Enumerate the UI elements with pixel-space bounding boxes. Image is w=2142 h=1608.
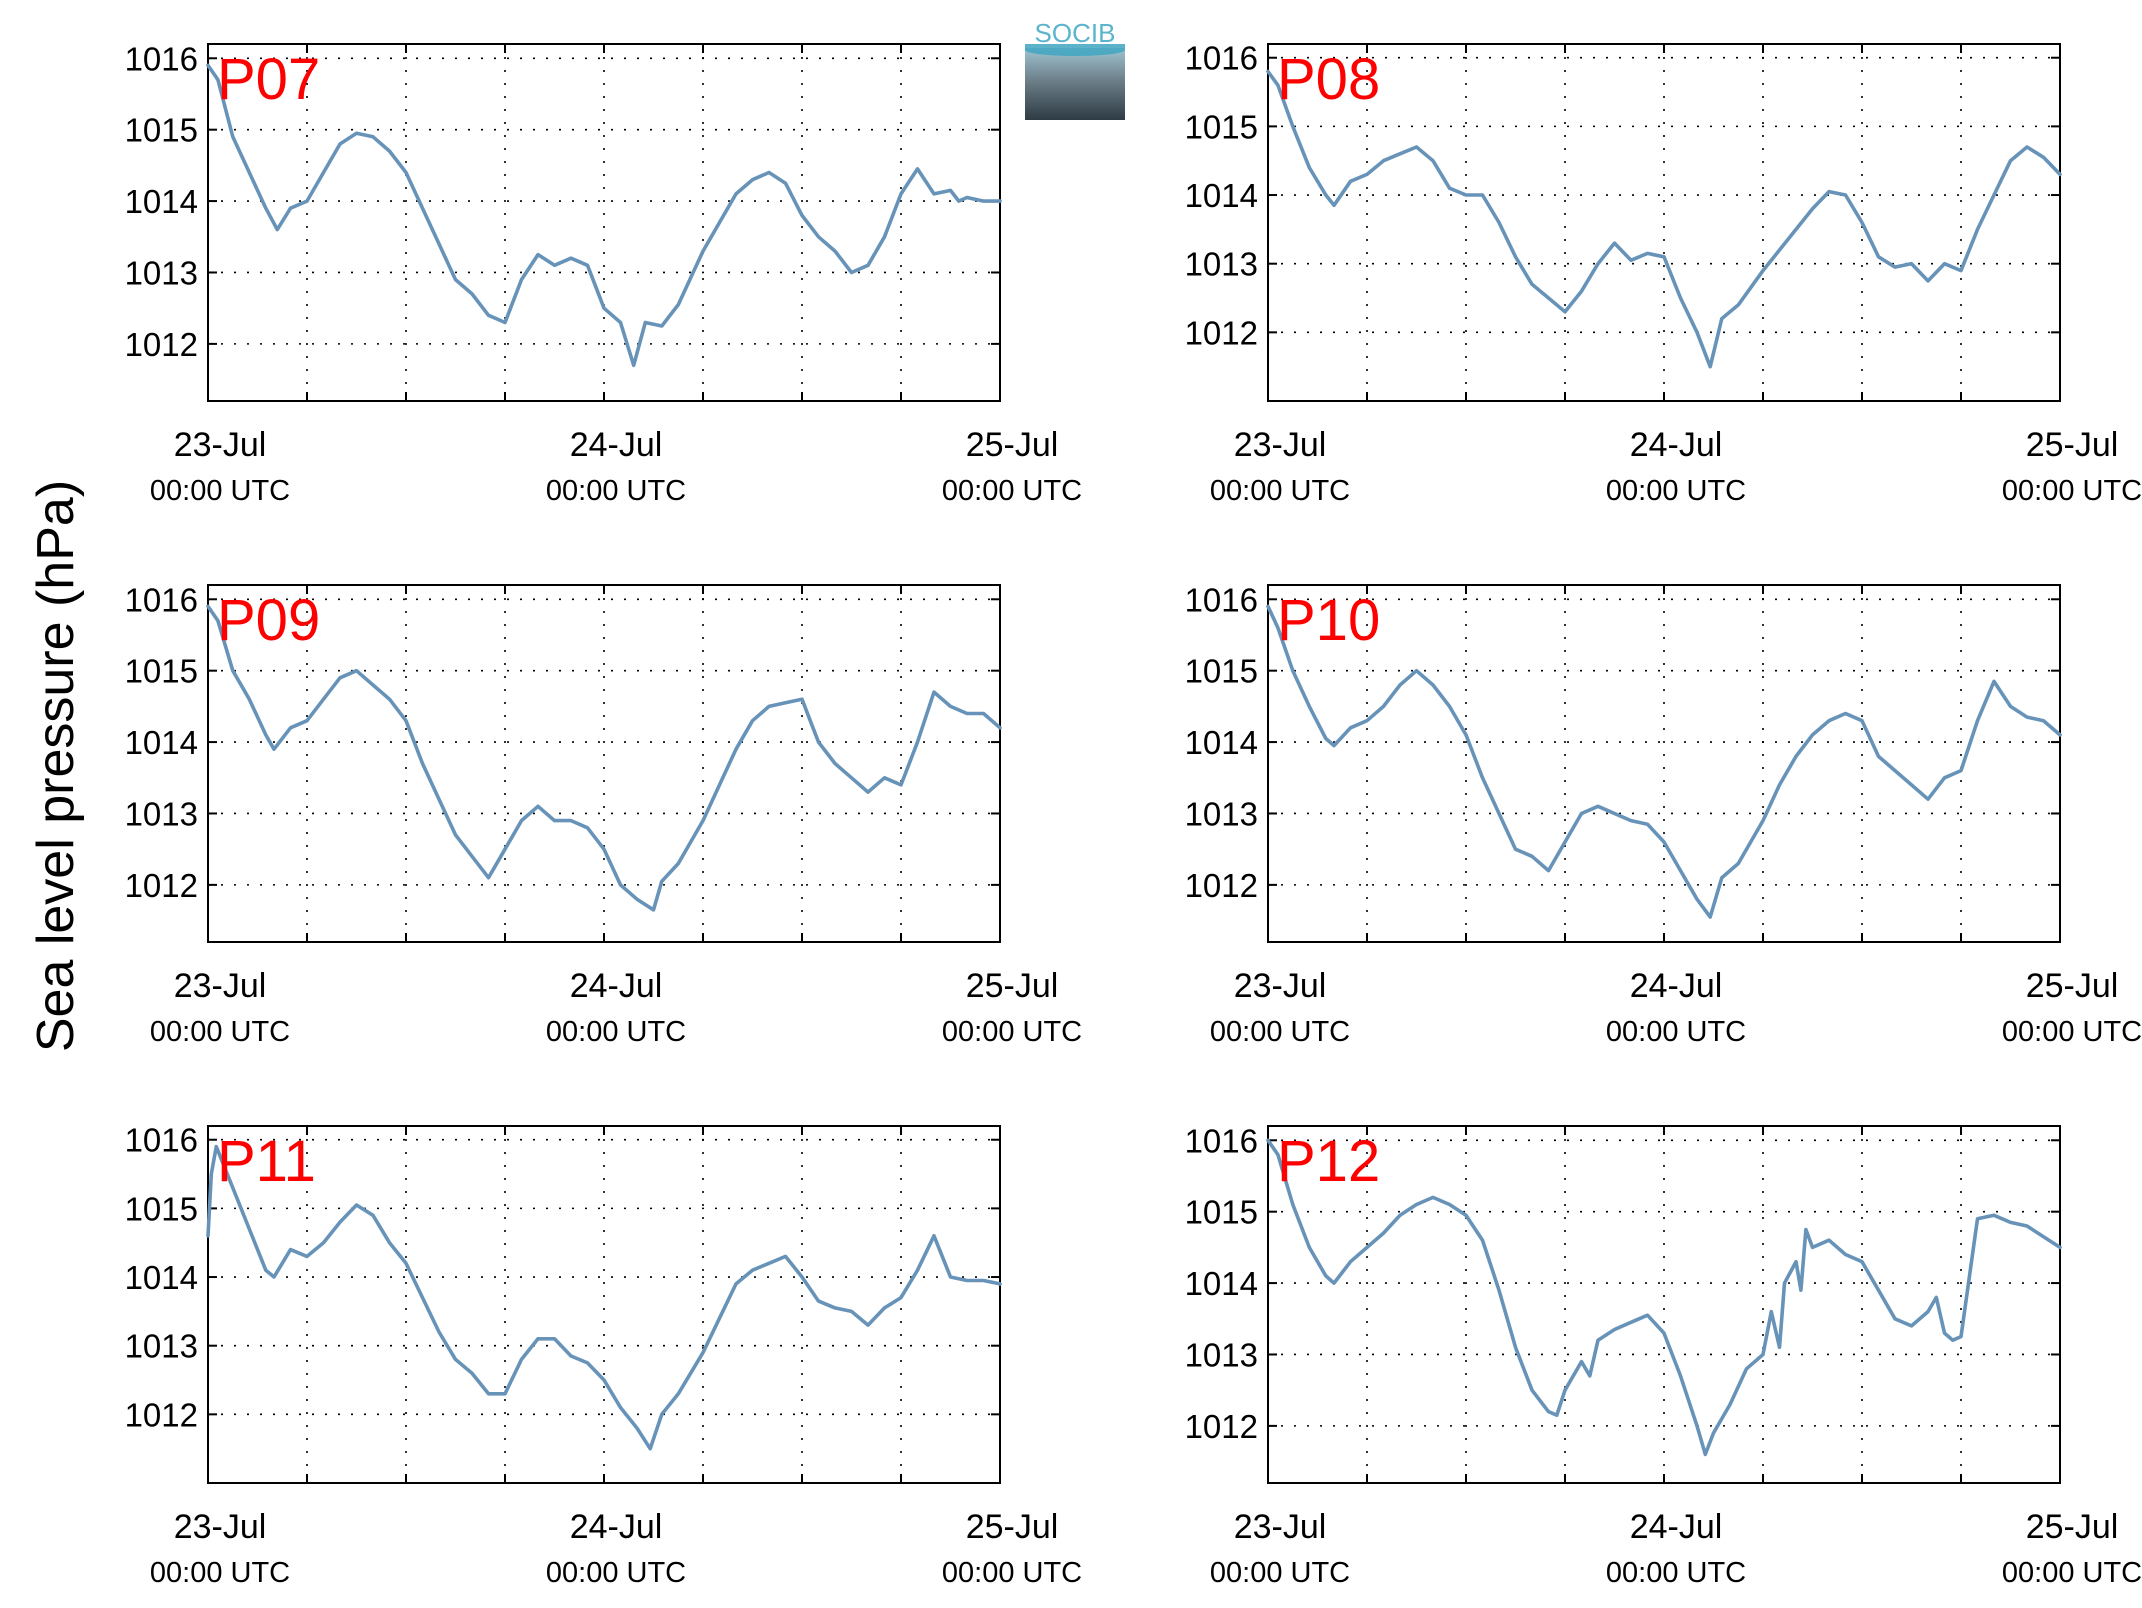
x-tick-label-date: 24-Jul	[570, 1508, 663, 1546]
y-tick-label: 1012	[125, 1396, 198, 1433]
y-axis-label: Sea level pressure (hPa)	[27, 480, 85, 1052]
y-tick-label: 1014	[1185, 1265, 1258, 1302]
x-tick-label-date: 24-Jul	[570, 967, 663, 1005]
y-tick-label: 1014	[125, 724, 198, 761]
x-tick-label-time: 00:00 UTC	[150, 1557, 290, 1589]
x-tick-label-date: 25-Jul	[966, 1508, 1059, 1546]
x-tick-label-date: 25-Jul	[2026, 426, 2119, 464]
x-tick-label-date: 23-Jul	[1234, 1508, 1327, 1546]
y-tick-label: 1013	[1185, 1336, 1258, 1373]
chart-panel-p09: 1012 1013 1014 1015 1016 23-Jul 00:00 UTC 24-Ju…	[125, 581, 1083, 1048]
y-tick-label: 1012	[1185, 867, 1258, 904]
x-tick-label-date: 25-Jul	[966, 967, 1059, 1005]
x-tick-label-time: 00:00 UTC	[546, 1557, 686, 1589]
x-tick-label-time: 00:00 UTC	[1606, 475, 1746, 507]
chart-panel-p08: 1012 1013 1014 1015 1016 23-Jul 00:00 UTC 24-Ju…	[1185, 40, 2142, 507]
y-tick-label: 1014	[1185, 724, 1258, 761]
x-tick-label-time: 00:00 UTC	[1210, 475, 1350, 507]
series-line-p10	[1266, 604, 2062, 919]
panel-label: P12	[1277, 1129, 1380, 1194]
x-tick-label-date: 25-Jul	[2026, 967, 2119, 1005]
x-tick-label-time: 00:00 UTC	[150, 1016, 290, 1048]
chart-panel-p10: 1012 1013 1014 1015 1016 23-Jul 00:00 UTC 24-Ju…	[1185, 581, 2142, 1048]
x-tick-label-time: 00:00 UTC	[942, 1016, 1082, 1048]
series-line-p11	[206, 1144, 1002, 1451]
panel-label: P08	[1277, 47, 1380, 112]
x-tick-label-date: 24-Jul	[1630, 426, 1723, 464]
x-tick-label-date: 23-Jul	[174, 1508, 267, 1546]
x-tick-label-time: 00:00 UTC	[942, 475, 1082, 507]
y-tick-label: 1013	[1185, 795, 1258, 832]
y-tick-label: 1016	[125, 581, 198, 618]
x-tick-label-time: 00:00 UTC	[1606, 1016, 1746, 1048]
panel-label: P09	[217, 588, 320, 653]
y-tick-label: 1016	[125, 40, 198, 77]
panels-group: 1012 1013 1014 1015 1016 23-Jul 00:00 UTC 24-Ju…	[125, 40, 2142, 1589]
x-tick-label-date: 23-Jul	[174, 426, 267, 464]
y-tick-label: 1013	[125, 795, 198, 832]
x-tick-label-date: 23-Jul	[1234, 967, 1327, 1005]
y-tick-label: 1015	[125, 653, 198, 690]
y-tick-label: 1015	[1185, 108, 1258, 145]
y-tick-label: 1014	[125, 1259, 198, 1296]
panel-label: P07	[217, 47, 320, 112]
logo-text: SOCIB	[1034, 18, 1116, 48]
logo-wave-icon	[1025, 44, 1125, 56]
y-tick-label: 1015	[1185, 1194, 1258, 1231]
y-tick-label: 1012	[125, 326, 198, 363]
y-tick-label: 1013	[125, 1328, 198, 1365]
logo-icon	[1025, 48, 1125, 120]
x-tick-label-date: 24-Jul	[1630, 1508, 1723, 1546]
y-tick-label: 1016	[1185, 40, 1258, 77]
series-line-p07	[206, 63, 1002, 368]
socib-logo: SOCIB	[1025, 18, 1125, 122]
y-tick-label: 1016	[1185, 1122, 1258, 1159]
y-tick-label: 1015	[125, 112, 198, 149]
x-tick-label-time: 00:00 UTC	[1210, 1016, 1350, 1048]
x-tick-label-time: 00:00 UTC	[546, 475, 686, 507]
x-tick-label-date: 23-Jul	[174, 967, 267, 1005]
y-tick-label: 1012	[1185, 314, 1258, 351]
y-tick-label: 1013	[1185, 246, 1258, 283]
y-tick-label: 1012	[125, 867, 198, 904]
panel-label: P10	[1277, 588, 1380, 653]
chart-panel-p07: 1012 1013 1014 1015 1016 23-Jul 00:00 UTC 24-Ju…	[125, 40, 1083, 507]
y-tick-label: 1014	[1185, 177, 1258, 214]
x-tick-label-date: 24-Jul	[570, 426, 663, 464]
x-tick-label-time: 00:00 UTC	[1606, 1557, 1746, 1589]
y-tick-label: 1016	[1185, 581, 1258, 618]
x-tick-label-time: 00:00 UTC	[1210, 1557, 1350, 1589]
y-tick-label: 1013	[125, 254, 198, 291]
x-tick-label-date: 25-Jul	[966, 426, 1059, 464]
x-tick-label-time: 00:00 UTC	[2002, 1016, 2142, 1048]
x-tick-label-time: 00:00 UTC	[2002, 475, 2142, 507]
x-tick-label-time: 00:00 UTC	[942, 1557, 1082, 1589]
series-line-p08	[1266, 69, 2062, 369]
y-tick-label: 1012	[1185, 1408, 1258, 1445]
panel-label: P11	[217, 1129, 316, 1194]
x-tick-label-date: 23-Jul	[1234, 426, 1327, 464]
x-tick-label-time: 00:00 UTC	[150, 475, 290, 507]
y-tick-label: 1015	[125, 1190, 198, 1227]
x-tick-label-time: 00:00 UTC	[2002, 1557, 2142, 1589]
x-tick-label-date: 24-Jul	[1630, 967, 1723, 1005]
x-tick-label-time: 00:00 UTC	[546, 1016, 686, 1048]
x-tick-label-date: 25-Jul	[2026, 1508, 2119, 1546]
series-line-p12	[1266, 1138, 2062, 1457]
chart-panel-p12: 1012 1013 1014 1015 1016 23-Jul 00:00 UTC 24-Ju…	[1185, 1122, 2142, 1589]
y-tick-label: 1014	[125, 183, 198, 220]
series-line-p09	[206, 604, 1002, 912]
y-tick-label: 1015	[1185, 653, 1258, 690]
y-tick-label: 1016	[125, 1122, 198, 1159]
chart-panel-p11: 1012 1013 1014 1015 1016 23-Jul 00:00 UTC 24-Ju…	[125, 1122, 1083, 1589]
